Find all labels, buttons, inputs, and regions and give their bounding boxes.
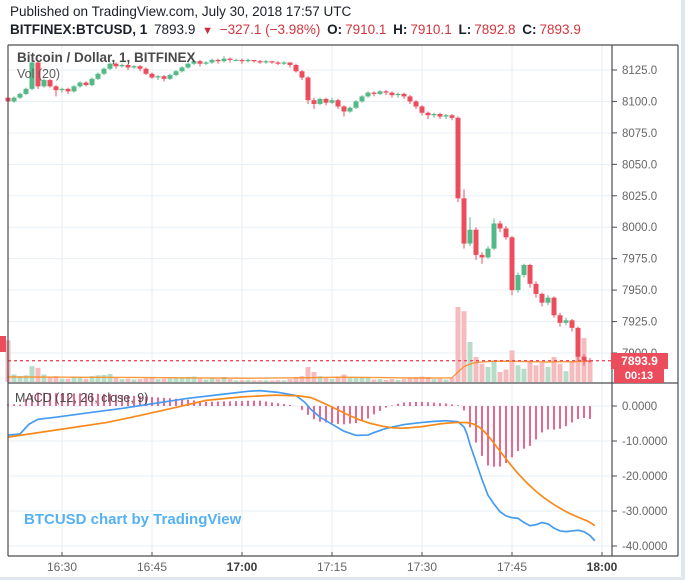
svg-text:8075.0: 8075.0 bbox=[622, 128, 657, 140]
volume-bars bbox=[5, 307, 593, 382]
svg-text:16:45: 16:45 bbox=[137, 560, 167, 574]
macd-indicator-label[interactable]: MACD (12, 26, close, 9) bbox=[15, 391, 149, 405]
price-change: −327.1 (−3.98%) bbox=[219, 22, 321, 37]
svg-text:17:00: 17:00 bbox=[227, 560, 258, 574]
svg-text:18:00: 18:00 bbox=[587, 560, 618, 574]
tradingview-watermark[interactable]: BTCUSD chart by TradingView bbox=[24, 511, 242, 528]
left-edge-artifact bbox=[0, 336, 6, 352]
svg-text:-20.0000: -20.0000 bbox=[622, 471, 667, 483]
svg-text:17:45: 17:45 bbox=[497, 560, 527, 574]
symbol-name[interactable]: BITFINEX:BTCUSD, 1 bbox=[10, 22, 148, 37]
open-label: O: bbox=[327, 22, 343, 37]
svg-text:17:15: 17:15 bbox=[317, 560, 347, 574]
svg-text:8100.0: 8100.0 bbox=[622, 96, 657, 108]
chart-legend-title[interactable]: Bitcoin / Dollar, 1, BITFINEX bbox=[17, 50, 196, 65]
candles-group bbox=[5, 56, 593, 366]
bar-countdown-badge: 00:13 bbox=[614, 369, 664, 383]
svg-text:-30.0000: -30.0000 bbox=[622, 506, 667, 518]
svg-text:8125.0: 8125.0 bbox=[622, 65, 657, 77]
svg-text:7950.0: 7950.0 bbox=[622, 285, 657, 297]
down-triangle-icon: ▼ bbox=[202, 25, 213, 37]
symbol-status-line: BITFINEX:BTCUSD, 1 7893.9 ▼ −327.1 (−3.9… bbox=[10, 22, 584, 37]
svg-text:-10.0000: -10.0000 bbox=[622, 436, 667, 448]
grid-lines bbox=[8, 45, 612, 556]
high-value: 7910.1 bbox=[410, 22, 452, 37]
last-price-badge: 7893.9 bbox=[611, 353, 668, 369]
low-label: L: bbox=[458, 22, 472, 37]
axis-labels[interactable]: 8125.0 8100.0 8075.0 8050.0 8025.0 8000.0 7975… bbox=[47, 65, 667, 574]
volume-indicator-label[interactable]: Vol (20) bbox=[17, 67, 61, 81]
svg-text:8050.0: 8050.0 bbox=[622, 159, 657, 171]
svg-text:8025.0: 8025.0 bbox=[622, 191, 657, 203]
svg-text:7975.0: 7975.0 bbox=[622, 254, 657, 266]
close-label: C: bbox=[522, 22, 537, 37]
published-line: Published on TradingView.com, July 30, 2… bbox=[10, 4, 352, 19]
svg-text:17:30: 17:30 bbox=[407, 560, 437, 574]
macd-histogram bbox=[7, 392, 591, 467]
svg-text:-40.0000: -40.0000 bbox=[622, 541, 667, 553]
macd-signal-line bbox=[7, 394, 596, 527]
svg-text:7925.0: 7925.0 bbox=[622, 317, 657, 329]
open-value: 7910.1 bbox=[345, 22, 387, 37]
last-price: 7893.9 bbox=[154, 22, 196, 37]
close-value: 7893.9 bbox=[539, 22, 581, 37]
macd-line bbox=[7, 389, 596, 542]
svg-text:0.0000: 0.0000 bbox=[622, 401, 657, 413]
high-label: H: bbox=[393, 22, 408, 37]
volume-ma-line bbox=[7, 360, 594, 379]
svg-text:16:30: 16:30 bbox=[47, 560, 77, 574]
svg-text:8000.0: 8000.0 bbox=[622, 222, 657, 234]
pane-borders bbox=[7, 44, 679, 557]
low-value: 7892.8 bbox=[474, 22, 516, 37]
